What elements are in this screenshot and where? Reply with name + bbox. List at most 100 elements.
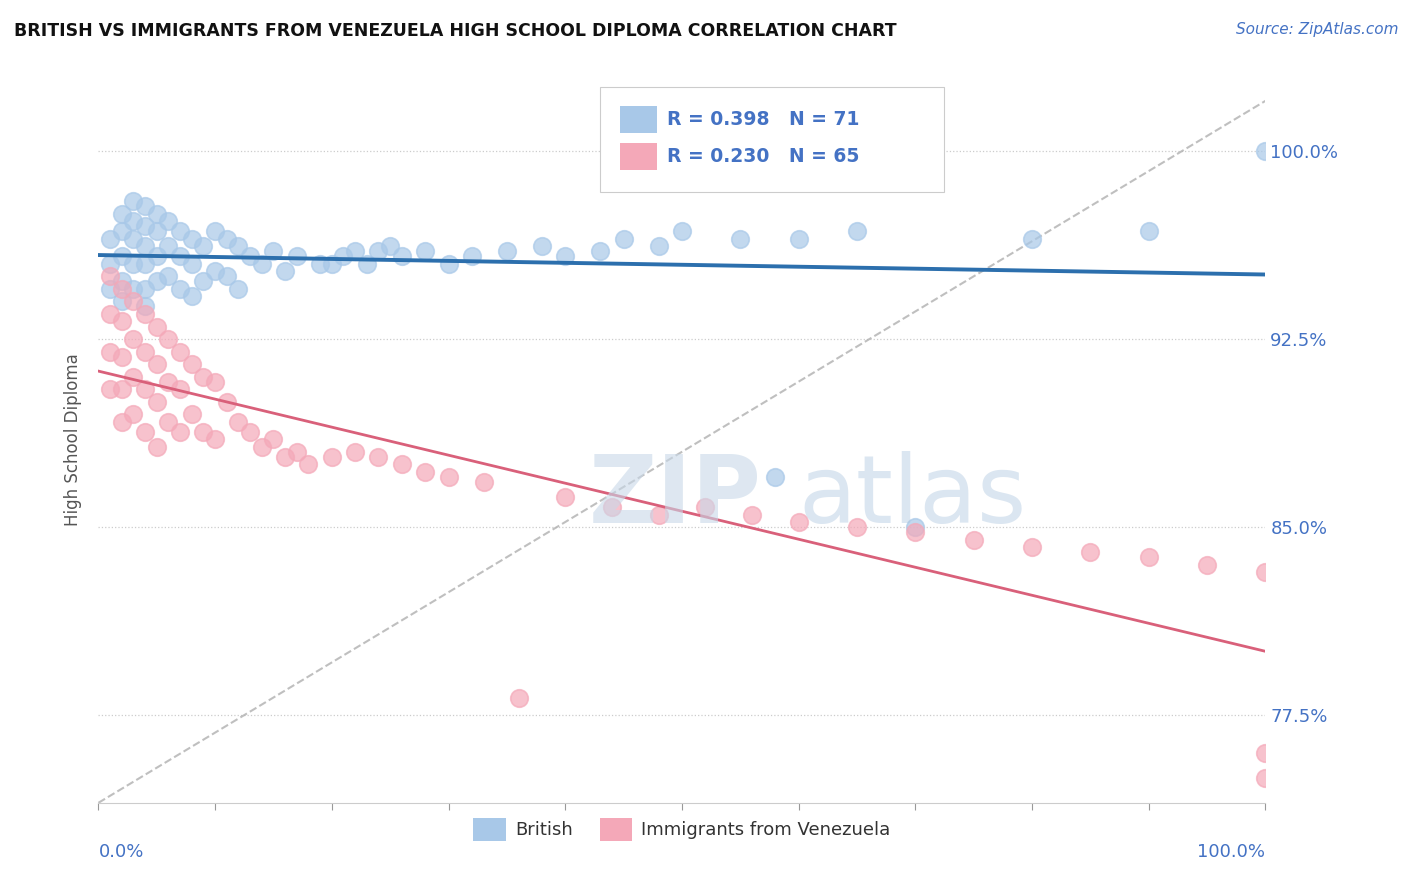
Point (193, 239, 215, 253)
Point (1254, 771, 1277, 785)
Point (763, 470, 786, 484)
Point (157, 239, 180, 253)
Point (111, 282, 134, 296)
Point (146, 440, 169, 454)
Point (496, 244, 519, 259)
Point (111, 314, 134, 328)
Point (321, 450, 343, 464)
Point (204, 375, 226, 389)
Point (134, 425, 156, 439)
Point (239, 249, 262, 263)
Point (391, 249, 413, 263)
Point (146, 274, 169, 288)
Point (169, 282, 191, 296)
Point (647, 239, 669, 253)
Point (274, 450, 297, 464)
Point (134, 382, 156, 396)
Point (157, 214, 180, 228)
Point (508, 690, 530, 705)
Point (111, 294, 134, 309)
Point (671, 224, 693, 238)
Bar (620, 105, 658, 133)
Point (1254, 144, 1277, 158)
Point (180, 289, 202, 303)
Point (157, 375, 180, 389)
Legend: British, Immigrants from Venezuela: British, Immigrants from Venezuela (467, 811, 897, 848)
Point (309, 257, 332, 271)
Text: atlas: atlas (799, 451, 1026, 543)
Point (367, 244, 389, 259)
Point (122, 294, 145, 309)
Text: BRITISH VS IMMIGRANTS FROM VENEZUELA HIGH SCHOOL DIPLOMA CORRELATION CHART: BRITISH VS IMMIGRANTS FROM VENEZUELA HIG… (14, 22, 897, 40)
Point (180, 357, 202, 371)
Point (134, 257, 156, 271)
Point (228, 282, 250, 296)
Point (134, 282, 156, 296)
Point (367, 450, 389, 464)
Bar (620, 143, 658, 170)
Point (262, 432, 284, 446)
Point (157, 415, 180, 429)
Point (215, 269, 238, 284)
Point (169, 249, 191, 263)
Point (274, 264, 297, 278)
Point (134, 219, 156, 234)
Point (134, 307, 156, 321)
Text: 0.0%: 0.0% (98, 843, 143, 861)
Point (180, 407, 202, 421)
Point (787, 232, 810, 246)
Text: R = 0.230   N = 65: R = 0.230 N = 65 (666, 147, 859, 166)
Point (285, 445, 308, 459)
Point (600, 500, 623, 514)
Point (146, 319, 169, 334)
Point (134, 300, 156, 314)
Point (204, 432, 226, 446)
Point (1137, 224, 1160, 238)
Point (98, 257, 121, 271)
Text: 100.0%: 100.0% (1198, 843, 1265, 861)
Point (391, 458, 413, 472)
Point (904, 520, 927, 534)
Point (846, 520, 869, 534)
Point (169, 224, 191, 238)
Point (1195, 558, 1218, 572)
Text: ZIP: ZIP (589, 451, 762, 543)
Point (554, 249, 576, 263)
Point (846, 224, 869, 238)
Point (111, 224, 134, 238)
Point (356, 257, 378, 271)
Point (262, 244, 284, 259)
Point (1021, 232, 1043, 246)
Point (193, 369, 215, 384)
Point (1021, 540, 1043, 554)
Point (413, 244, 436, 259)
Point (239, 425, 262, 439)
Point (344, 445, 367, 459)
Point (134, 199, 156, 213)
Point (146, 224, 169, 238)
Point (111, 382, 134, 396)
Text: Source: ZipAtlas.com: Source: ZipAtlas.com (1236, 22, 1399, 37)
Point (157, 269, 180, 284)
Point (98, 232, 121, 246)
Point (554, 490, 576, 504)
Point (613, 232, 636, 246)
Point (157, 332, 180, 346)
Point (787, 515, 810, 529)
Point (134, 239, 156, 253)
Point (228, 239, 250, 253)
Point (169, 425, 191, 439)
Point (730, 232, 752, 246)
FancyBboxPatch shape (600, 87, 945, 192)
Point (437, 257, 460, 271)
Point (215, 394, 238, 409)
Point (695, 500, 717, 514)
Point (146, 249, 169, 263)
Point (98, 307, 121, 321)
Text: R = 0.398   N = 71: R = 0.398 N = 71 (666, 110, 859, 129)
Point (1137, 550, 1160, 565)
Point (472, 475, 495, 489)
Point (1254, 746, 1277, 760)
Y-axis label: High School Diploma: High School Diploma (65, 353, 83, 525)
Point (380, 239, 402, 253)
